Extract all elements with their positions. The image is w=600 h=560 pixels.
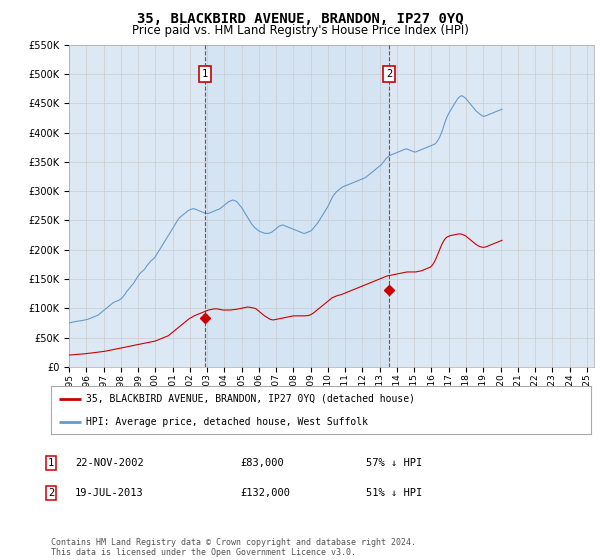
Text: 1: 1: [48, 458, 54, 468]
Bar: [205, 45, 389, 367]
Text: 35, BLACKBIRD AVENUE, BRANDON, IP27 0YQ (detached house): 35, BLACKBIRD AVENUE, BRANDON, IP27 0YQ …: [86, 394, 415, 404]
Text: 22-NOV-2002: 22-NOV-2002: [75, 458, 144, 468]
Text: 51% ↓ HPI: 51% ↓ HPI: [366, 488, 422, 498]
Text: 1: 1: [202, 69, 208, 79]
Text: £83,000: £83,000: [240, 458, 284, 468]
Text: 19-JUL-2013: 19-JUL-2013: [75, 488, 144, 498]
Text: Price paid vs. HM Land Registry's House Price Index (HPI): Price paid vs. HM Land Registry's House …: [131, 24, 469, 37]
Text: 57% ↓ HPI: 57% ↓ HPI: [366, 458, 422, 468]
Text: 2: 2: [386, 69, 392, 79]
Text: £132,000: £132,000: [240, 488, 290, 498]
Text: 35, BLACKBIRD AVENUE, BRANDON, IP27 0YQ: 35, BLACKBIRD AVENUE, BRANDON, IP27 0YQ: [137, 12, 463, 26]
Text: HPI: Average price, detached house, West Suffolk: HPI: Average price, detached house, West…: [86, 417, 368, 427]
Text: 2: 2: [48, 488, 54, 498]
Text: Contains HM Land Registry data © Crown copyright and database right 2024.
This d: Contains HM Land Registry data © Crown c…: [51, 538, 416, 557]
